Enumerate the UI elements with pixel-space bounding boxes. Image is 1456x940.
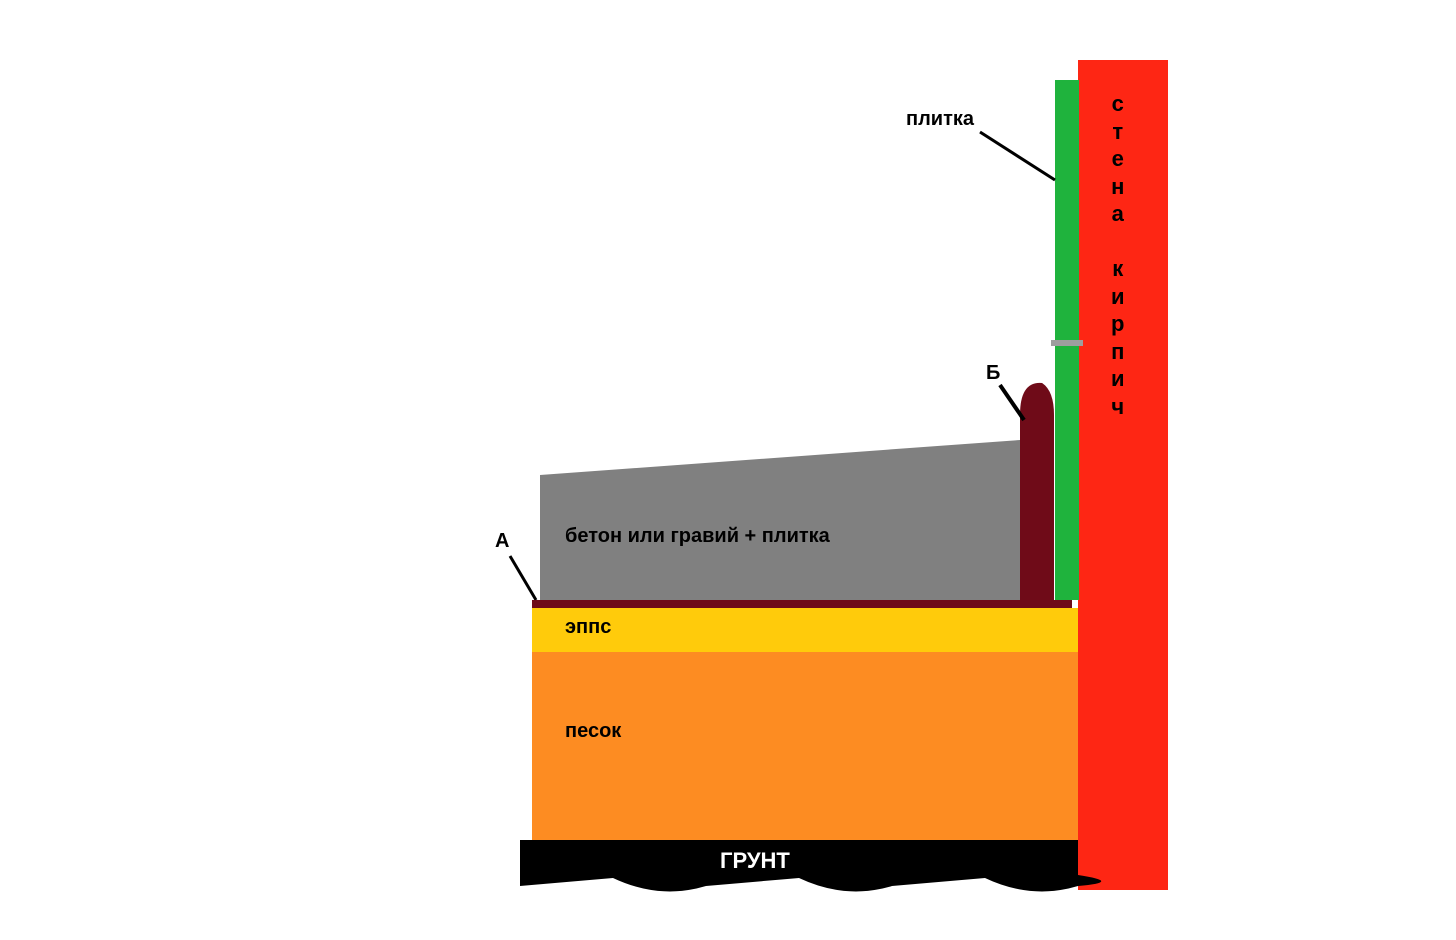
leader-curb-b [1000,385,1024,420]
layer-membrane [532,600,1072,608]
label-epps: эппс [565,616,611,639]
layer-epps [532,608,1078,652]
label-tile: плитка [906,108,974,131]
label-curb-b: Б [986,362,1000,385]
label-ground: ГРУНТ [720,848,790,874]
curb-top-cap [1020,383,1054,415]
layer-sand [532,652,1078,840]
label-sand: песок [565,720,621,743]
leader-marker-a [510,556,536,600]
label-concrete: бетон или гравий + плитка [565,525,830,548]
layer-ground [520,840,1101,891]
label-marker-a: А [495,530,509,553]
diagram-stage: стена кирпич плитка Б бетон или гравий +… [0,0,1456,940]
leader-tile [980,132,1055,180]
